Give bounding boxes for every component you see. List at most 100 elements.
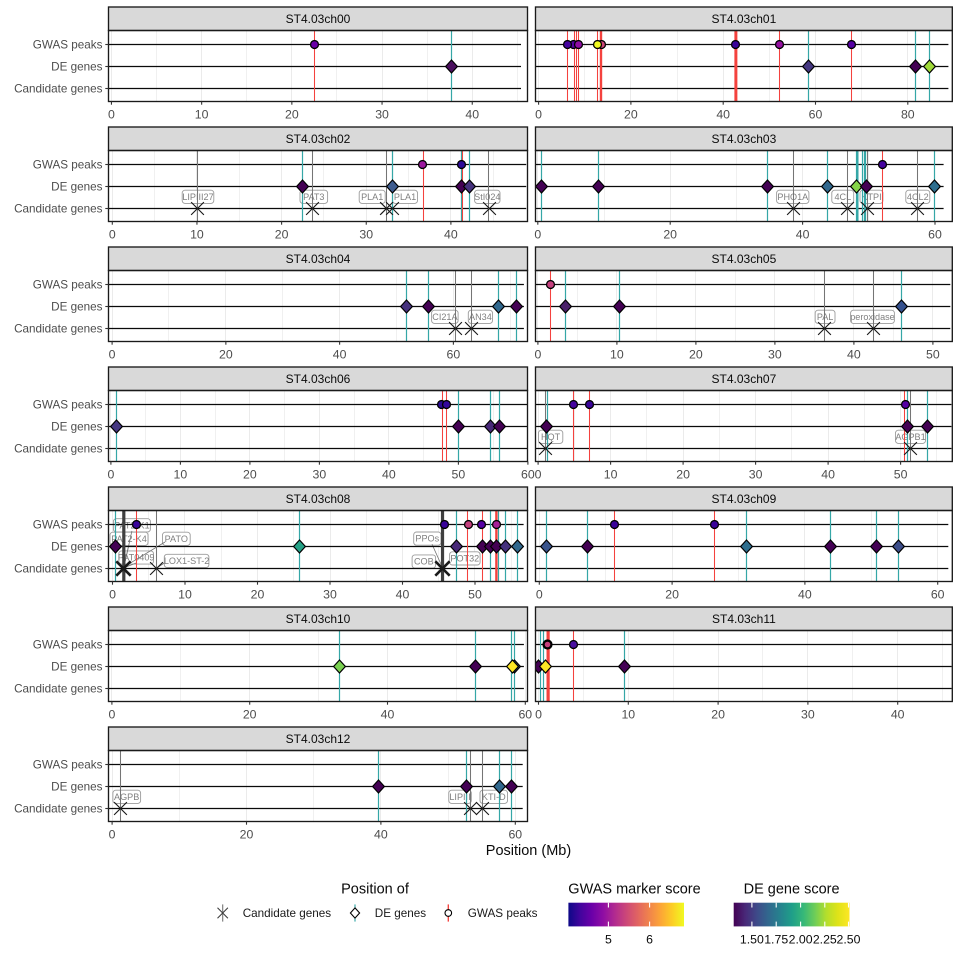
svg-text:40: 40 [465, 108, 479, 122]
svg-text:0: 0 [535, 108, 542, 122]
svg-text:20: 20 [689, 348, 703, 362]
svg-text:40: 40 [396, 588, 410, 602]
svg-text:PAL: PAL [817, 312, 834, 322]
svg-text:10: 10 [610, 348, 624, 362]
svg-text:30: 30 [359, 228, 373, 242]
svg-text:0: 0 [109, 228, 116, 242]
svg-text:peroxidase: peroxidase [850, 312, 895, 322]
svg-text:30: 30 [313, 468, 327, 482]
svg-text:50: 50 [926, 348, 940, 362]
svg-text:GWAS peaks: GWAS peaks [33, 399, 103, 412]
svg-text:PAT2-K1: PAT2-K1 [114, 520, 150, 530]
svg-text:GWAS peaks: GWAS peaks [33, 279, 103, 292]
svg-text:40: 40 [716, 108, 730, 122]
svg-text:PATO: PATO [165, 534, 188, 544]
svg-text:20: 20 [251, 588, 265, 602]
svg-text:0: 0 [108, 108, 115, 122]
svg-text:Candidate genes: Candidate genes [14, 443, 103, 456]
svg-text:GWAS peaks: GWAS peaks [33, 639, 103, 652]
svg-text:60: 60 [928, 228, 942, 242]
svg-text:0: 0 [535, 468, 542, 482]
svg-text:0: 0 [109, 588, 116, 602]
svg-text:20: 20 [275, 228, 289, 242]
svg-text:ST4.03ch02: ST4.03ch02 [286, 132, 351, 146]
svg-text:10: 10 [195, 108, 209, 122]
svg-text:40: 40 [798, 588, 812, 602]
svg-text:60: 60 [931, 588, 945, 602]
svg-text:PAT3: PAT3 [303, 192, 324, 202]
svg-text:GWAS peaks: GWAS peaks [33, 759, 103, 772]
svg-text:PLA1: PLA1 [394, 192, 416, 202]
svg-text:20: 20 [219, 348, 233, 362]
svg-text:LIPIII: LIPIII [449, 792, 470, 802]
svg-text:Candidate genes: Candidate genes [14, 83, 103, 96]
svg-text:0: 0 [107, 468, 114, 482]
svg-text:Candidate genes: Candidate genes [14, 203, 103, 216]
svg-text:Position of: Position of [341, 882, 410, 898]
svg-text:0: 0 [109, 348, 116, 362]
svg-text:10: 10 [621, 708, 635, 722]
svg-text:DE genes: DE genes [51, 421, 102, 434]
svg-text:60: 60 [521, 468, 535, 482]
svg-text:80: 80 [901, 108, 915, 122]
svg-text:DE genes: DE genes [51, 781, 102, 794]
svg-text:ST4.03ch10: ST4.03ch10 [286, 612, 351, 626]
svg-text:AGPB: AGPB [114, 792, 139, 802]
svg-text:PLA1: PLA1 [361, 192, 383, 202]
svg-text:30: 30 [768, 348, 782, 362]
svg-text:GWAS peaks: GWAS peaks [33, 159, 103, 172]
svg-text:30: 30 [323, 588, 337, 602]
svg-text:LOX1-ST-2: LOX1-ST-2 [164, 556, 210, 566]
svg-text:Candidate genes: Candidate genes [14, 563, 103, 576]
svg-text:POT32: POT32 [450, 554, 479, 564]
svg-text:Candidate genes: Candidate genes [14, 803, 103, 816]
svg-text:20: 20 [663, 228, 677, 242]
svg-text:ST4.03ch09: ST4.03ch09 [712, 492, 777, 506]
svg-text:20: 20 [285, 108, 299, 122]
svg-text:5: 5 [605, 933, 612, 947]
svg-text:2.25: 2.25 [813, 933, 837, 947]
svg-text:40: 40 [374, 828, 388, 842]
svg-text:DE genes: DE genes [51, 661, 102, 674]
svg-text:50: 50 [894, 468, 908, 482]
svg-text:ST4.03ch07: ST4.03ch07 [712, 372, 777, 386]
svg-text:2.00: 2.00 [789, 933, 813, 947]
svg-text:DE gene score: DE gene score [744, 882, 840, 898]
svg-text:50: 50 [468, 588, 482, 602]
svg-text:40: 40 [381, 708, 395, 722]
svg-text:DE genes: DE genes [51, 61, 102, 74]
svg-text:40: 40 [847, 348, 861, 362]
svg-text:0: 0 [534, 348, 541, 362]
svg-text:0: 0 [108, 708, 115, 722]
svg-text:2.50: 2.50 [837, 933, 861, 947]
svg-text:20: 20 [243, 708, 257, 722]
svg-text:ST4.03ch03: ST4.03ch03 [712, 132, 777, 146]
svg-text:0: 0 [536, 588, 543, 602]
svg-text:20: 20 [665, 588, 679, 602]
svg-text:20: 20 [624, 108, 638, 122]
svg-text:StI024: StI024 [474, 192, 500, 202]
svg-text:Position (Mb): Position (Mb) [486, 843, 571, 859]
svg-text:50: 50 [452, 468, 466, 482]
svg-text:0: 0 [535, 708, 542, 722]
svg-text:60: 60 [447, 348, 461, 362]
svg-text:DE genes: DE genes [51, 181, 102, 194]
svg-text:30: 30 [749, 468, 763, 482]
svg-text:ST4.03ch04: ST4.03ch04 [286, 252, 351, 266]
svg-text:GWAS peaks: GWAS peaks [468, 907, 538, 920]
svg-text:40: 40 [796, 228, 810, 242]
svg-text:ST4.03ch06: ST4.03ch06 [286, 372, 351, 386]
svg-text:ST4.03ch01: ST4.03ch01 [712, 12, 777, 26]
svg-text:10: 10 [174, 468, 188, 482]
svg-text:AN34: AN34 [469, 312, 492, 322]
svg-text:20: 20 [676, 468, 690, 482]
svg-text:1.75: 1.75 [764, 933, 788, 947]
svg-text:Candidate genes: Candidate genes [243, 907, 332, 920]
svg-text:60: 60 [508, 828, 522, 842]
svg-text:6: 6 [646, 933, 653, 947]
svg-text:ST4.03ch05: ST4.03ch05 [712, 252, 777, 266]
svg-text:DE genes: DE genes [375, 907, 426, 920]
svg-text:GWAS peaks: GWAS peaks [33, 39, 103, 52]
svg-text:PAT2-K4: PAT2-K4 [111, 534, 147, 544]
svg-text:30: 30 [801, 708, 815, 722]
